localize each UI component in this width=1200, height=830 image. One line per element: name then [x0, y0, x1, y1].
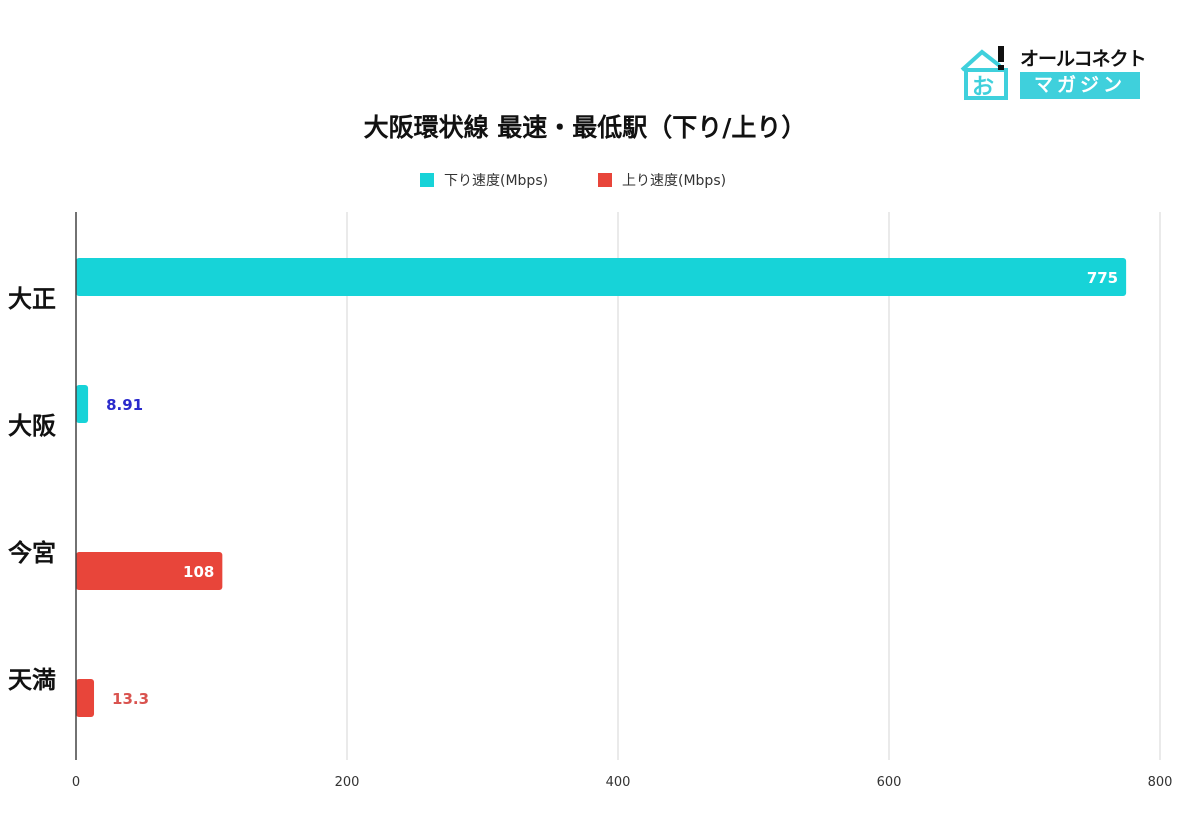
- category-label: 大正: [8, 285, 56, 313]
- data-label: 8.91: [106, 396, 143, 414]
- chart-title: 大阪環状線 最速・最低駅（下り/上り）: [364, 113, 807, 142]
- bar: [76, 385, 89, 423]
- x-tick-label: 200: [335, 775, 360, 790]
- gridlines: 0 200 400 600 800: [72, 212, 1173, 790]
- legend-label: 下り速度(Mbps): [444, 173, 548, 189]
- bars: 大正 775 大阪 8.91 今宮 108 天満 13.3: [8, 258, 1127, 717]
- legend-swatch: [598, 173, 612, 187]
- legend-swatch: [420, 173, 434, 187]
- svg-text:お: お: [972, 75, 994, 100]
- data-label: 108: [183, 563, 214, 581]
- logo-subtext: マガジン: [1020, 72, 1140, 99]
- legend: 下り速度(Mbps) 上り速度(Mbps): [420, 173, 726, 189]
- logo-text: オールコネクト: [1020, 48, 1147, 70]
- bar: [76, 552, 223, 590]
- category-label: 天満: [8, 666, 56, 694]
- legend-label: 上り速度(Mbps): [622, 173, 726, 189]
- logo: お オールコネクト マガジン: [958, 44, 1148, 102]
- x-tick-label: 400: [606, 775, 631, 790]
- x-tick-label: 600: [877, 775, 902, 790]
- bar: [76, 258, 1127, 296]
- x-tick-label: 0: [72, 775, 80, 790]
- bar: [76, 679, 95, 717]
- category-label: 大阪: [8, 412, 56, 440]
- category-label: 今宮: [8, 539, 56, 567]
- house-icon: お: [960, 46, 1008, 100]
- x-tick-label: 800: [1148, 775, 1173, 790]
- data-label: 13.3: [112, 690, 149, 708]
- data-label: 775: [1087, 269, 1118, 287]
